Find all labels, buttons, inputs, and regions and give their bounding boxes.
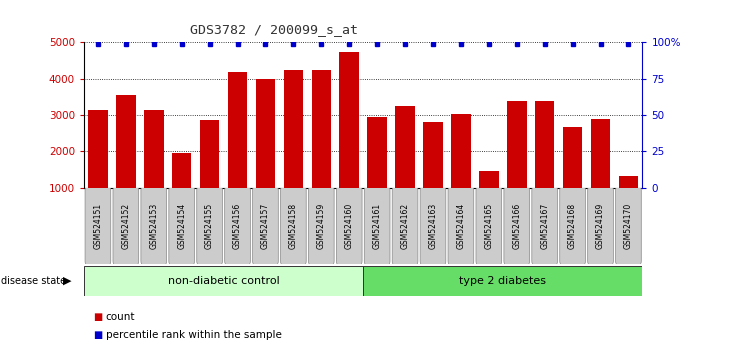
Text: GSM524151: GSM524151 [93,202,102,249]
Text: ■: ■ [93,312,102,322]
Bar [116,95,136,188]
FancyBboxPatch shape [392,187,418,264]
Bar [339,52,359,188]
Text: GSM524160: GSM524160 [345,202,354,249]
Bar [200,120,220,188]
Text: count: count [106,312,135,322]
FancyBboxPatch shape [309,187,334,264]
Text: GSM524156: GSM524156 [233,202,242,249]
Text: ▶: ▶ [63,275,72,286]
Text: non-diabetic control: non-diabetic control [168,275,280,286]
Bar [255,79,275,188]
Bar [88,110,108,188]
Bar [591,119,610,188]
Bar [451,114,471,188]
Bar [144,110,164,188]
Text: GSM524161: GSM524161 [372,202,382,249]
Text: GSM524164: GSM524164 [456,202,466,249]
FancyBboxPatch shape [169,187,194,264]
Bar [618,176,638,188]
Text: GDS3782 / 200099_s_at: GDS3782 / 200099_s_at [190,23,358,36]
FancyBboxPatch shape [141,187,166,264]
Bar [563,127,583,188]
Text: GSM524155: GSM524155 [205,202,214,249]
FancyBboxPatch shape [113,187,139,264]
Text: GSM524159: GSM524159 [317,202,326,249]
Text: ■: ■ [93,330,102,339]
Bar [228,72,247,188]
Bar [423,122,443,188]
Text: GSM524169: GSM524169 [596,202,605,249]
Text: type 2 diabetes: type 2 diabetes [459,275,546,286]
FancyBboxPatch shape [364,187,390,264]
Text: GSM524152: GSM524152 [121,202,131,249]
FancyBboxPatch shape [337,187,362,264]
FancyBboxPatch shape [560,187,585,264]
FancyBboxPatch shape [253,187,278,264]
Text: GSM524170: GSM524170 [624,202,633,249]
FancyBboxPatch shape [448,187,474,264]
FancyBboxPatch shape [364,266,642,296]
FancyBboxPatch shape [280,187,306,264]
FancyBboxPatch shape [504,187,529,264]
FancyBboxPatch shape [588,187,613,264]
FancyBboxPatch shape [84,266,364,296]
FancyBboxPatch shape [225,187,250,264]
FancyBboxPatch shape [85,187,111,264]
Bar [479,171,499,188]
Bar [395,106,415,188]
FancyBboxPatch shape [532,187,558,264]
FancyBboxPatch shape [197,187,223,264]
Bar [172,153,191,188]
Text: GSM524168: GSM524168 [568,202,577,249]
Text: GSM524153: GSM524153 [149,202,158,249]
Text: GSM524163: GSM524163 [429,202,437,249]
Text: GSM524154: GSM524154 [177,202,186,249]
FancyBboxPatch shape [420,187,446,264]
Text: GSM524158: GSM524158 [289,202,298,249]
Bar [367,117,387,188]
Bar [535,101,555,188]
Text: percentile rank within the sample: percentile rank within the sample [106,330,282,339]
Text: GSM524157: GSM524157 [261,202,270,249]
Text: GSM524162: GSM524162 [401,202,410,249]
Bar [507,101,526,188]
Bar [312,70,331,188]
Bar [283,70,303,188]
Text: GSM524166: GSM524166 [512,202,521,249]
FancyBboxPatch shape [476,187,502,264]
Text: GSM524167: GSM524167 [540,202,549,249]
FancyBboxPatch shape [615,187,641,264]
Text: disease state: disease state [1,275,66,286]
Text: GSM524165: GSM524165 [484,202,493,249]
